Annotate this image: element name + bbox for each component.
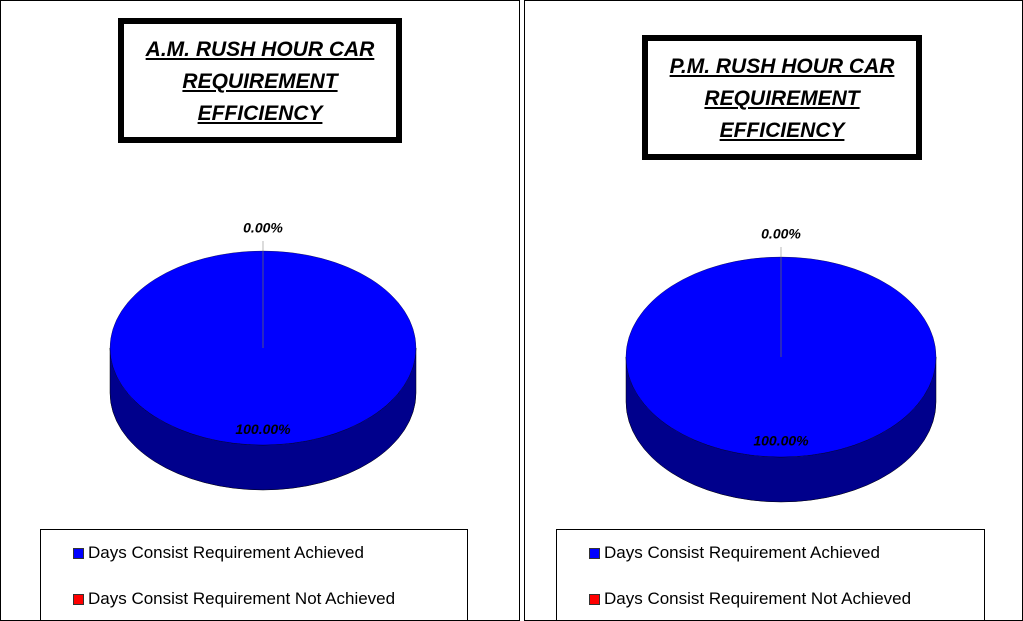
legend-label: Days Consist Requirement Not Achieved [604, 589, 912, 608]
chart-title: P.M. RUSH HOUR CAR REQUIREMENT EFFICIENC… [642, 35, 922, 160]
legend-swatch [73, 547, 84, 559]
legend-swatch [589, 593, 600, 605]
legend-item: Days Consist Requirement Not Achieved [73, 589, 395, 609]
legend-label: Days Consist Requirement Achieved [88, 543, 364, 562]
data-label: 0.00% [761, 226, 801, 242]
legend-swatch [73, 593, 84, 605]
legend-item: Days Consist Requirement Achieved [73, 543, 364, 563]
legend-item: Days Consist Requirement Achieved [589, 543, 880, 563]
data-label: 100.00% [235, 421, 291, 437]
legend-item: Days Consist Requirement Not Achieved [589, 589, 911, 609]
legend-label: Days Consist Requirement Achieved [604, 543, 880, 562]
legend-swatch [589, 547, 600, 559]
legend: Days Consist Requirement Achieved Days Co… [40, 529, 468, 621]
data-label: 100.00% [753, 433, 809, 449]
legend: Days Consist Requirement Achieved Days Co… [556, 529, 985, 621]
legend-label: Days Consist Requirement Not Achieved [88, 589, 396, 608]
chart-title: A.M. RUSH HOUR CAR REQUIREMENT EFFICIENC… [118, 18, 402, 143]
data-label: 0.00% [243, 220, 283, 236]
